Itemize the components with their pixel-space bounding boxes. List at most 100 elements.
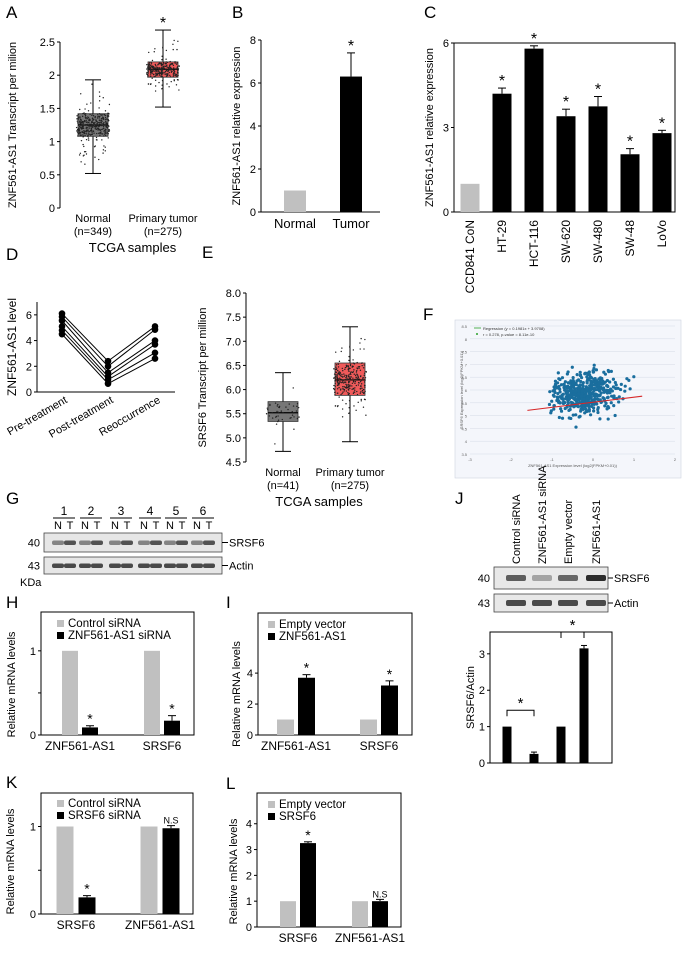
panel-label: A xyxy=(6,3,18,22)
x-category-label: Primary tumor xyxy=(128,213,197,225)
box-jitter-point xyxy=(78,154,81,156)
box-jitter-point xyxy=(358,365,361,368)
scatter-point xyxy=(589,404,593,409)
scatter-point xyxy=(609,401,613,405)
box-jitter-point xyxy=(90,130,93,132)
box-jitter-point xyxy=(178,65,180,67)
scatter-point xyxy=(613,413,617,418)
x-category-label: SW-620 xyxy=(559,220,573,263)
y-tick-label: 2 xyxy=(247,699,253,711)
scatter-point xyxy=(617,395,621,399)
box-jitter-point xyxy=(148,62,151,64)
box-jitter-point xyxy=(341,373,343,376)
box-jitter-point xyxy=(346,377,348,379)
box-jitter-point xyxy=(334,380,336,382)
box-jitter-point xyxy=(161,75,163,78)
scatter-point xyxy=(568,381,572,385)
box-jitter-point xyxy=(156,66,158,68)
box-jitter-point xyxy=(347,369,350,371)
bar xyxy=(579,648,589,763)
scatter-point xyxy=(593,383,597,387)
y-tick-label: 2 xyxy=(250,164,256,176)
box-jitter-point xyxy=(277,419,280,421)
box-jitter-point xyxy=(164,72,166,74)
y-tick-label: 0 xyxy=(30,909,36,921)
box-jitter-point xyxy=(266,407,269,409)
box-jitter-point xyxy=(161,88,163,90)
box-jitter-point xyxy=(338,383,341,385)
scatter-point xyxy=(569,385,573,389)
box-jitter-point xyxy=(165,62,167,65)
y-axis-title: Relative mRNA levels xyxy=(5,808,17,914)
y-tick-label: 7.5 xyxy=(226,312,241,324)
box-jitter-point xyxy=(94,122,96,124)
scatter-point xyxy=(584,403,589,407)
box-jitter-point xyxy=(99,132,101,135)
box-jitter-point xyxy=(356,367,359,370)
box-jitter-point xyxy=(91,131,93,133)
box-jitter-point xyxy=(104,124,106,126)
scatter-point xyxy=(553,388,557,392)
box-jitter-point xyxy=(85,123,87,126)
box-jitter-point xyxy=(363,372,366,374)
blot-pair-label: 6 xyxy=(200,504,207,518)
box-jitter-point xyxy=(170,80,172,83)
x-tick-label: 1 xyxy=(633,457,636,462)
box-jitter-point xyxy=(105,124,108,126)
box-jitter-point xyxy=(77,127,80,130)
y-tick-label: 8 xyxy=(250,35,256,47)
box-jitter-point xyxy=(104,146,106,148)
scatter-point xyxy=(581,386,585,390)
y-tick-label: 4 xyxy=(247,668,253,680)
box-jitter-point xyxy=(268,415,271,417)
box-jitter-point xyxy=(345,364,348,367)
box-jitter-point xyxy=(85,131,88,133)
box-jitter-point xyxy=(84,113,86,116)
blot-lane-label: N xyxy=(54,520,62,532)
box-jitter-point xyxy=(360,337,362,340)
box-jitter-point xyxy=(81,124,84,127)
box-jitter-point xyxy=(335,364,338,366)
box-jitter-point xyxy=(147,69,149,72)
box-jitter-point xyxy=(332,387,335,390)
scatter-point xyxy=(576,378,581,382)
scatter-point xyxy=(581,399,585,404)
box-jitter-point xyxy=(342,388,344,390)
scatter-point xyxy=(576,405,580,409)
scatter-point xyxy=(580,376,584,380)
y-tick-label: 4 xyxy=(246,819,252,831)
box-jitter-point xyxy=(154,48,156,50)
y-tick-label: 5.0 xyxy=(226,433,241,445)
box-jitter-point xyxy=(153,68,155,71)
scatter-point xyxy=(598,387,603,391)
box-jitter-point xyxy=(80,139,83,142)
scatter-point xyxy=(606,384,610,389)
scatter-point xyxy=(559,409,564,413)
box-jitter-point xyxy=(76,120,79,122)
box-jitter-point xyxy=(265,413,268,415)
box-jitter-point xyxy=(89,113,91,116)
blot-band xyxy=(203,540,215,545)
box-jitter-point xyxy=(358,367,360,369)
box-jitter-point xyxy=(350,376,352,378)
y-tick-label: 4 xyxy=(250,121,256,133)
box-jitter-point xyxy=(350,373,352,376)
box-jitter-point xyxy=(98,132,100,135)
box-jitter-point xyxy=(359,392,361,394)
box-jitter-point xyxy=(162,62,165,64)
significance-star: * xyxy=(563,94,569,111)
box-jitter-point xyxy=(150,66,152,68)
significance-mark: * xyxy=(305,827,311,843)
scatter-point xyxy=(576,386,580,390)
blot-band xyxy=(176,540,188,545)
scatter-point xyxy=(577,392,581,396)
box-jitter-point xyxy=(82,126,84,128)
x-tick-label: 0 xyxy=(592,457,595,462)
panel-label: H xyxy=(6,593,18,612)
box-jitter-point xyxy=(87,137,90,139)
y-axis-title: Relative mRNA levels xyxy=(228,818,240,924)
scatter-point xyxy=(549,409,553,413)
box-jitter-point xyxy=(296,417,299,420)
scatter-point xyxy=(575,397,579,402)
